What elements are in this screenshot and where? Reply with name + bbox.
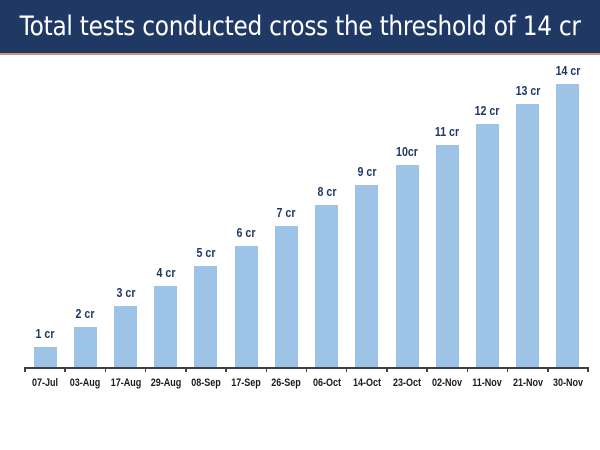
x-axis-label: 17-Aug	[110, 377, 141, 389]
x-axis-tick	[305, 367, 308, 372]
bar	[114, 306, 138, 367]
data-label: 10cr	[396, 144, 418, 159]
data-label: 6 cr	[236, 225, 256, 240]
bar	[315, 205, 339, 367]
x-axis-label: 29-Aug	[150, 377, 182, 389]
data-label: 4 cr	[156, 266, 176, 281]
x-axis-tick	[24, 367, 26, 372]
x-axis-tick	[466, 367, 469, 372]
data-label: 3 cr	[116, 286, 135, 301]
x-axis-tick	[506, 367, 509, 372]
bar	[516, 104, 540, 367]
bar	[395, 164, 419, 367]
bar	[475, 124, 499, 367]
bar	[154, 286, 178, 367]
x-axis-tick	[265, 367, 268, 372]
data-label: 11 cr	[435, 124, 460, 139]
chart-title: Total tests conducted cross the threshol…	[19, 11, 581, 42]
x-axis-tick	[64, 367, 66, 372]
x-axis-label: 21-Nov	[512, 377, 543, 389]
x-axis-tick	[225, 367, 227, 372]
bar	[355, 185, 379, 367]
data-label: 8 cr	[317, 185, 337, 200]
x-axis-label: 23-Oct	[392, 377, 422, 389]
bar	[274, 225, 298, 367]
x-axis-tick	[426, 367, 428, 372]
x-axis-label: 30-Nov	[552, 377, 583, 389]
x-axis-tick	[185, 367, 187, 372]
data-label: 12 cr	[475, 104, 500, 119]
bar	[194, 265, 218, 367]
data-label: 5 cr	[196, 245, 216, 260]
x-axis-label: 02-Nov	[432, 377, 463, 389]
x-axis-tick	[547, 367, 549, 372]
x-axis-label: 17-Sep	[231, 377, 261, 389]
bar	[234, 245, 258, 367]
x-axis-tick	[104, 367, 107, 372]
x-axis-tick	[386, 367, 388, 372]
bar	[556, 84, 580, 367]
x-axis-label: 11-Nov	[472, 377, 503, 389]
data-label: 2 cr	[75, 306, 95, 321]
bar	[33, 346, 57, 367]
bar	[435, 144, 459, 367]
data-label: 14 cr	[555, 64, 581, 78]
bar	[73, 326, 97, 367]
x-axis-label: 14-Oct	[352, 377, 381, 389]
x-axis-label: 06-Oct	[312, 377, 341, 389]
data-label: 9 cr	[357, 165, 377, 180]
x-axis-label: 07-Jul	[32, 377, 59, 389]
x-axis-tick	[144, 367, 147, 372]
x-axis-label: 03-Aug	[70, 377, 101, 389]
data-label: 7 cr	[276, 205, 296, 220]
title-banner: Total tests conducted cross the threshol…	[0, 0, 600, 55]
data-label: 13 cr	[515, 84, 541, 99]
x-axis-tick	[345, 367, 348, 372]
x-axis-label: 26-Sep	[271, 377, 302, 389]
x-axis-tick	[587, 367, 589, 372]
x-axis-label: 08-Sep	[191, 377, 221, 389]
data-label: 1 cr	[35, 326, 55, 341]
